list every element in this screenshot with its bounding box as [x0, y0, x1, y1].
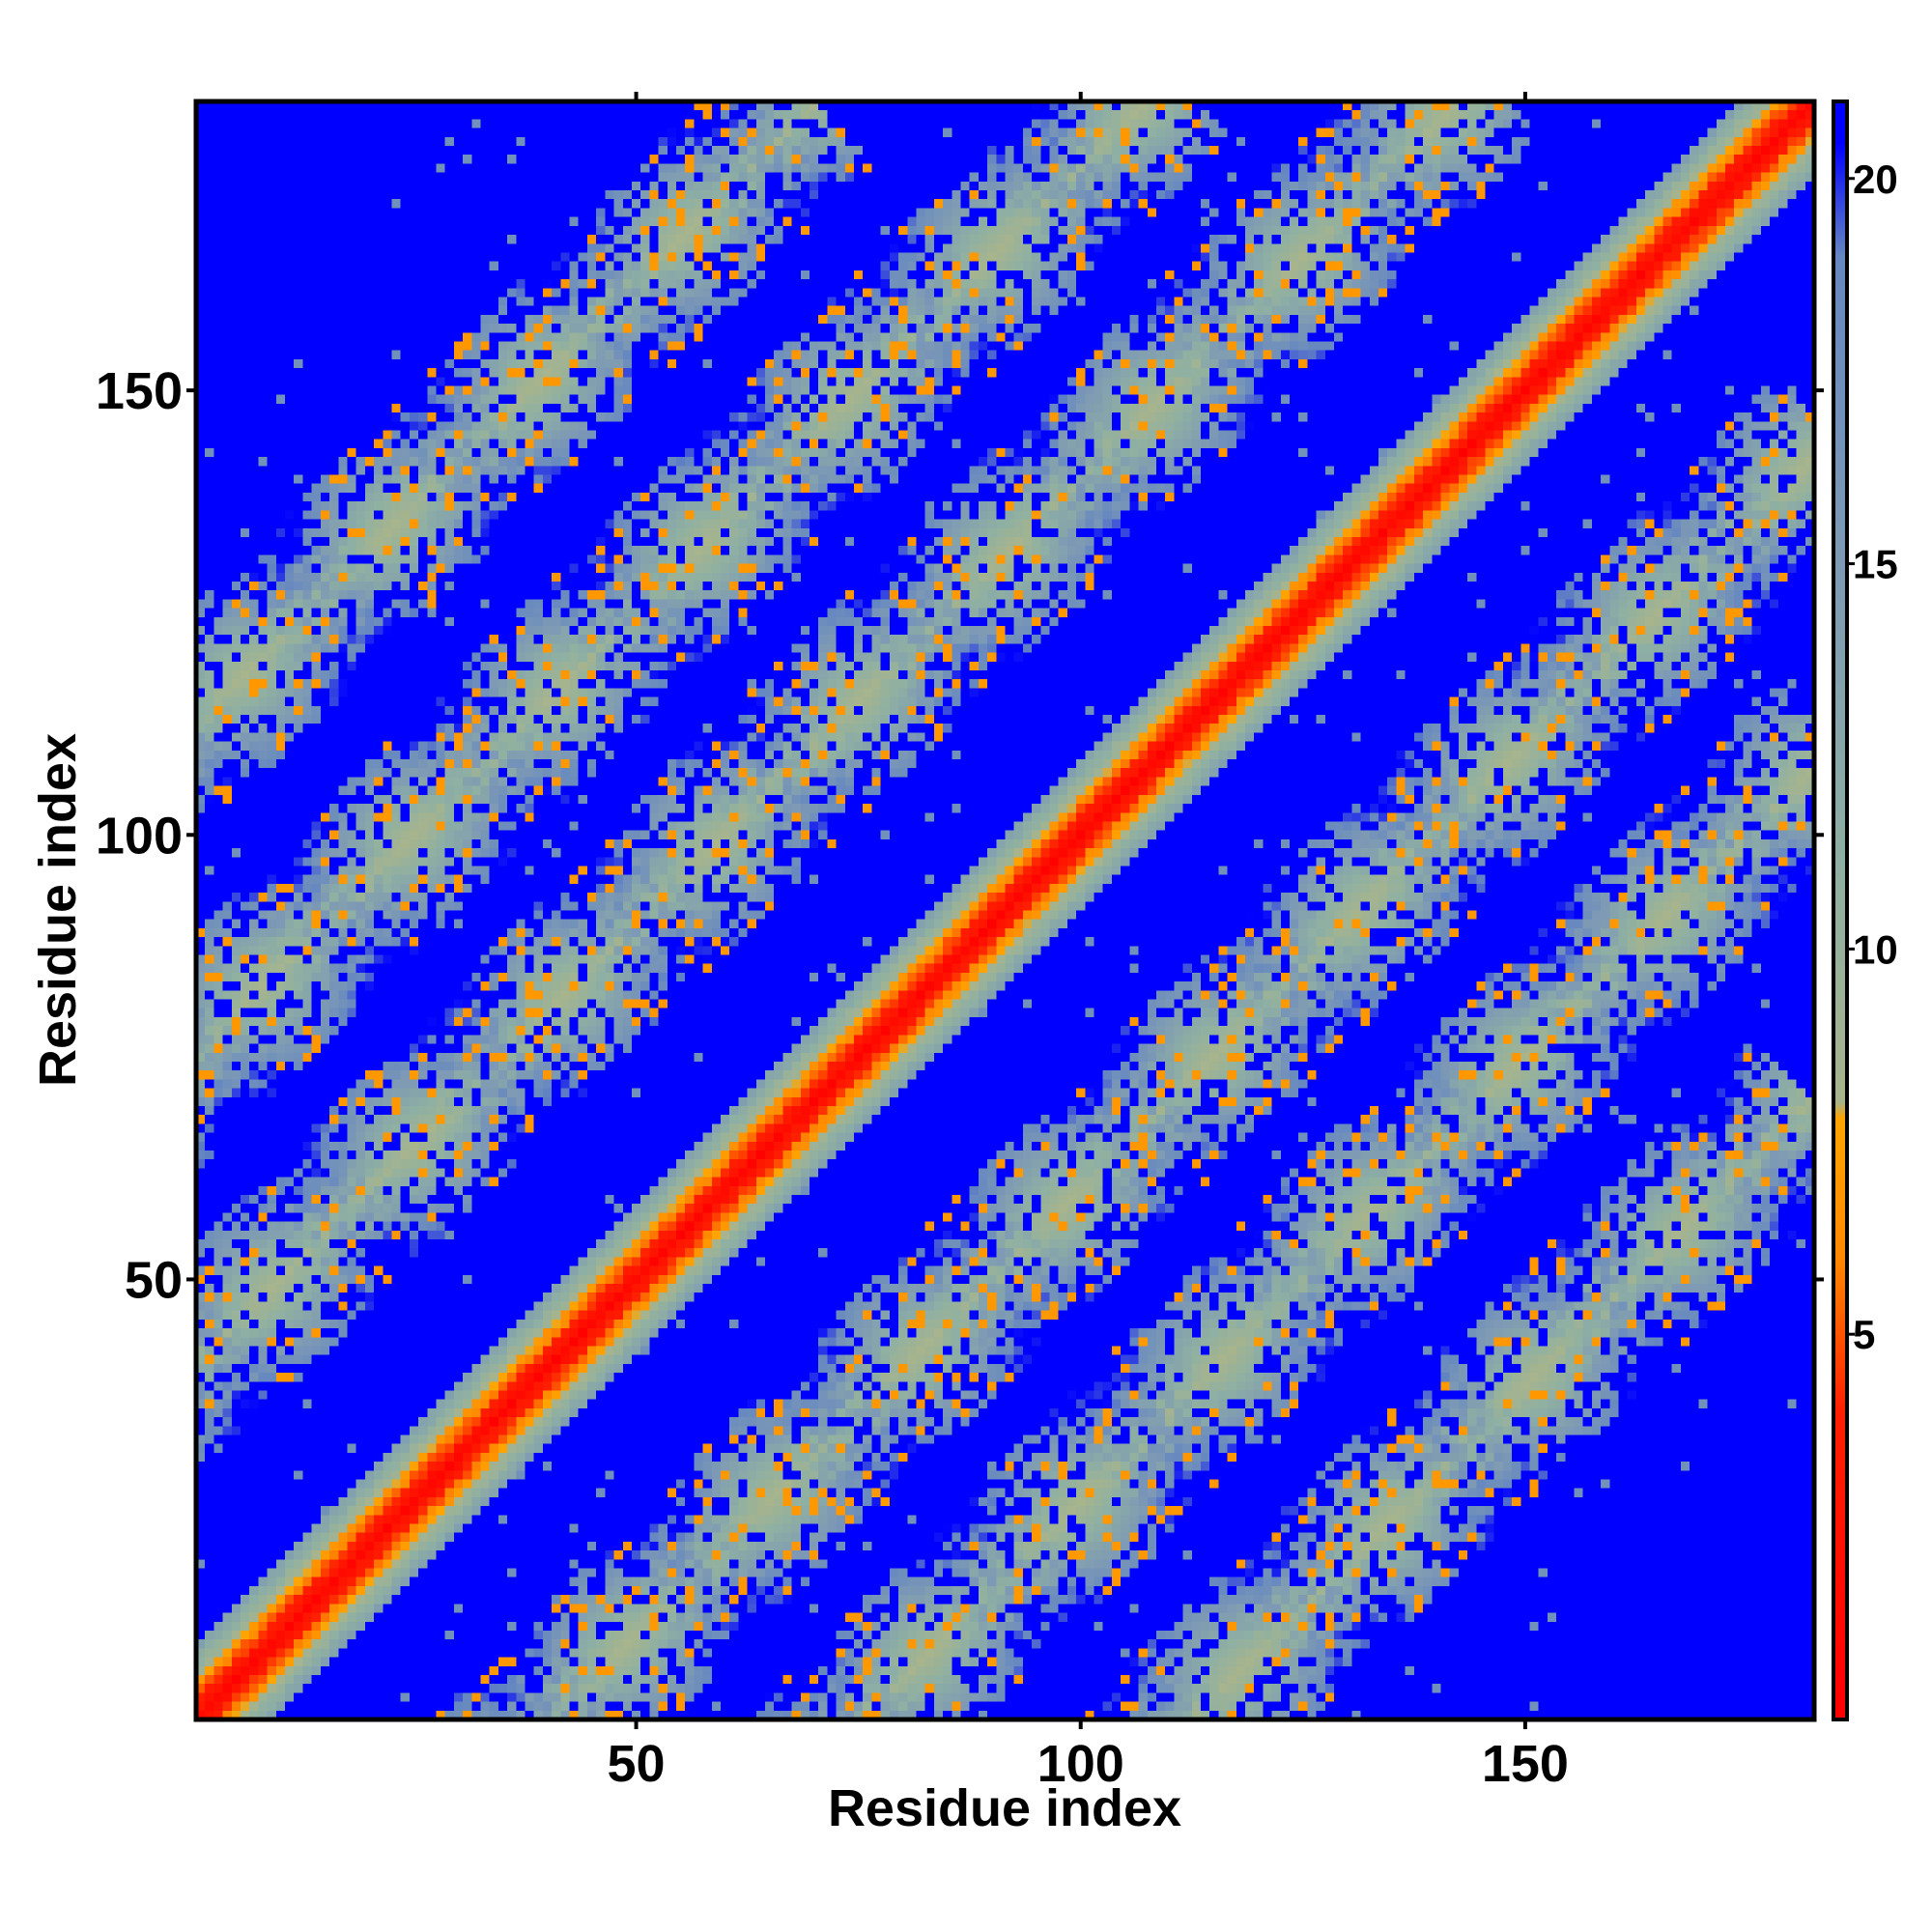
colorbar-tick-label-2: 15: [1853, 542, 1898, 587]
colorbar-ticks: 5 10 15 20: [1847, 156, 1898, 1357]
colorbar-tick-label-3: 20: [1853, 156, 1898, 202]
colorbar-gradient: [1833, 101, 1847, 1719]
x-tick-label-1: 100: [1037, 1735, 1124, 1793]
y-tick-label-2: 150: [96, 362, 183, 420]
colorbar-tick-label-1: 10: [1853, 926, 1898, 972]
y-axis-title: Residue index: [29, 733, 87, 1087]
y-tick-label-1: 100: [96, 807, 183, 865]
colorbar-tick-label-0: 5: [1853, 1312, 1875, 1357]
x-axis-ticks: 50 100 150: [608, 92, 1569, 1793]
heatmap-plot-area: [196, 101, 1814, 1719]
colorbar-frame: [1832, 99, 1849, 1721]
y-axis-ticks: 50 100 150: [96, 362, 1824, 1309]
x-axis-title: Residue index: [828, 1779, 1181, 1837]
x-tick-label-0: 50: [608, 1735, 666, 1793]
y-tick-label-0: 50: [125, 1251, 183, 1309]
x-tick-label-2: 150: [1482, 1735, 1569, 1793]
plot-frame: [193, 99, 1817, 1722]
